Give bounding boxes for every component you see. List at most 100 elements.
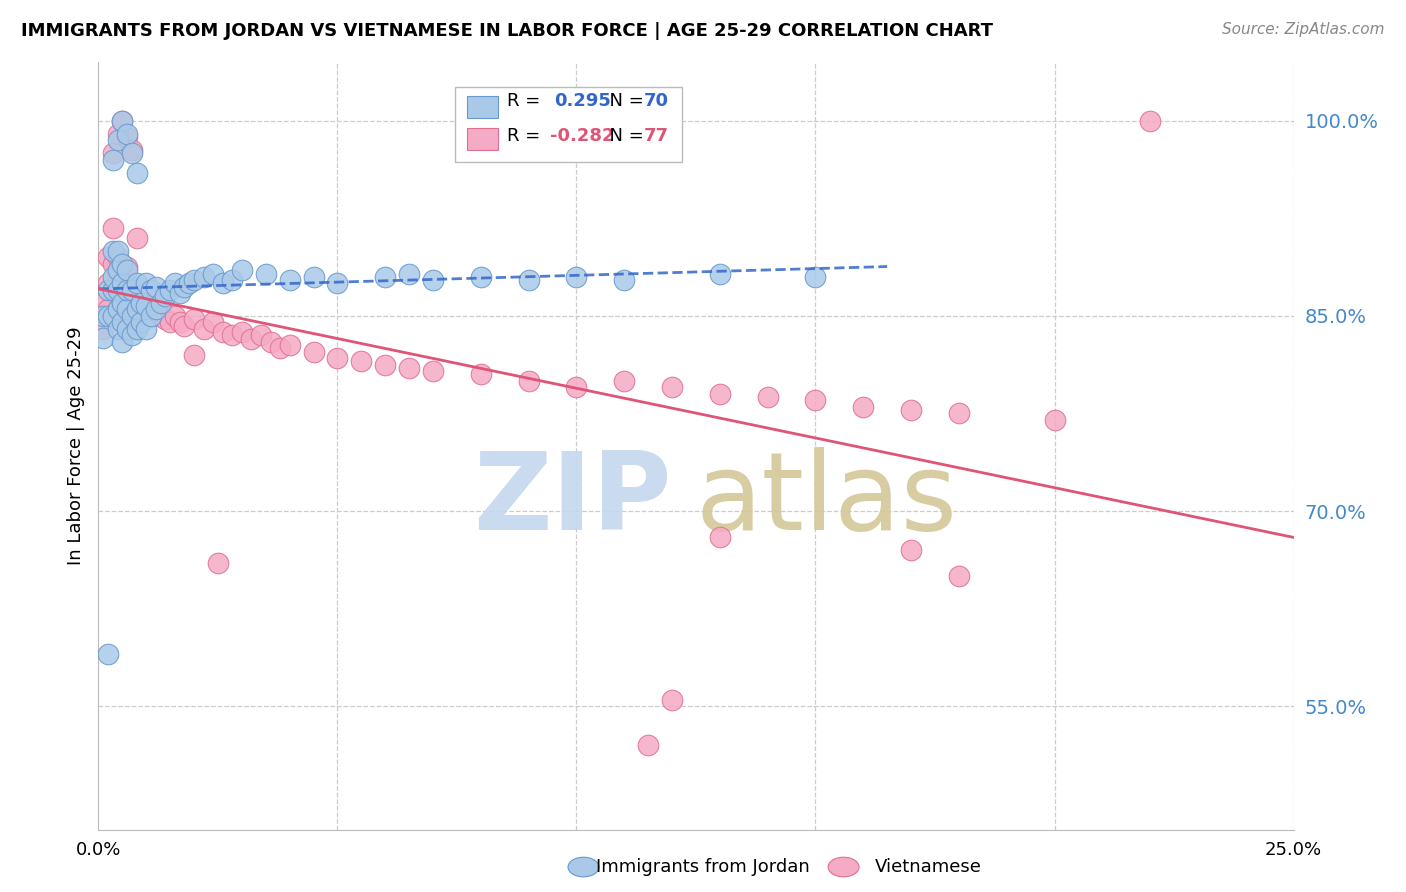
Point — [183, 311, 205, 326]
Point — [139, 309, 162, 323]
Text: 77: 77 — [644, 127, 668, 145]
Point — [661, 692, 683, 706]
Point — [131, 306, 153, 320]
Point — [422, 363, 444, 377]
Point — [259, 334, 281, 349]
Point — [159, 316, 181, 330]
Point — [221, 272, 243, 286]
Point — [1139, 114, 1161, 128]
Point — [302, 270, 325, 285]
Point — [565, 380, 588, 394]
Point — [179, 277, 201, 291]
Point — [111, 260, 134, 274]
Point — [107, 127, 129, 141]
Text: N =: N = — [598, 92, 650, 110]
Point — [145, 302, 167, 317]
Point — [278, 337, 301, 351]
Text: Source: ZipAtlas.com: Source: ZipAtlas.com — [1222, 22, 1385, 37]
Point — [115, 129, 138, 144]
Point — [709, 268, 731, 282]
Point — [135, 299, 157, 313]
Point — [101, 283, 124, 297]
Point — [948, 407, 970, 421]
Point — [91, 296, 114, 310]
Point — [139, 283, 162, 297]
Point — [804, 393, 827, 408]
Point — [470, 270, 492, 285]
Point — [240, 332, 263, 346]
Point — [131, 285, 153, 300]
Point — [115, 322, 138, 336]
Text: 70: 70 — [644, 92, 668, 110]
Point — [101, 283, 124, 297]
Point — [470, 368, 492, 382]
Point — [613, 374, 636, 388]
Point — [326, 277, 349, 291]
Point — [115, 302, 138, 317]
Text: atlas: atlas — [696, 447, 957, 553]
Point — [111, 114, 134, 128]
Point — [709, 530, 731, 544]
Point — [101, 257, 124, 271]
Point — [709, 387, 731, 401]
Point — [115, 127, 138, 141]
Point — [193, 322, 215, 336]
Point — [121, 328, 143, 343]
Point — [107, 302, 129, 317]
Point — [211, 325, 233, 339]
Point — [121, 309, 143, 323]
Point — [121, 146, 143, 161]
Point — [107, 263, 129, 277]
Point — [207, 556, 229, 570]
Circle shape — [568, 857, 599, 877]
Point — [250, 328, 273, 343]
Point — [107, 322, 129, 336]
Point — [398, 361, 420, 376]
Point — [155, 311, 177, 326]
Point — [97, 251, 120, 265]
Point — [278, 272, 301, 286]
Point — [107, 302, 129, 317]
Point — [193, 270, 215, 285]
Point — [121, 302, 143, 317]
Point — [145, 293, 167, 308]
Point — [115, 283, 138, 297]
Point — [107, 272, 129, 286]
Point — [183, 272, 205, 286]
Text: Immigrants from Jordan: Immigrants from Jordan — [596, 858, 810, 876]
Text: Vietnamese: Vietnamese — [875, 858, 981, 876]
Point — [125, 277, 148, 291]
Point — [302, 345, 325, 359]
Point — [163, 309, 186, 323]
Point — [613, 272, 636, 286]
Point — [900, 543, 922, 558]
Point — [135, 277, 157, 291]
Text: ZIP: ZIP — [474, 447, 672, 553]
Point — [1043, 413, 1066, 427]
Point — [269, 342, 291, 356]
Point — [374, 270, 396, 285]
Point — [125, 283, 148, 297]
Point — [159, 283, 181, 297]
Point — [139, 302, 162, 317]
Point — [173, 319, 195, 334]
Point — [163, 277, 186, 291]
Bar — [467, 128, 498, 150]
Point — [149, 309, 172, 323]
Point — [125, 302, 148, 317]
Point — [97, 647, 120, 661]
Point — [91, 331, 114, 345]
Point — [125, 322, 148, 336]
Point — [107, 283, 129, 297]
Point — [350, 354, 373, 368]
Point — [101, 309, 124, 323]
Point — [101, 146, 124, 161]
Point — [101, 220, 124, 235]
Point — [101, 244, 124, 258]
Point — [202, 268, 225, 282]
Point — [107, 133, 129, 147]
Point — [202, 316, 225, 330]
Point — [517, 374, 540, 388]
Point — [97, 283, 120, 297]
Point — [91, 322, 114, 336]
